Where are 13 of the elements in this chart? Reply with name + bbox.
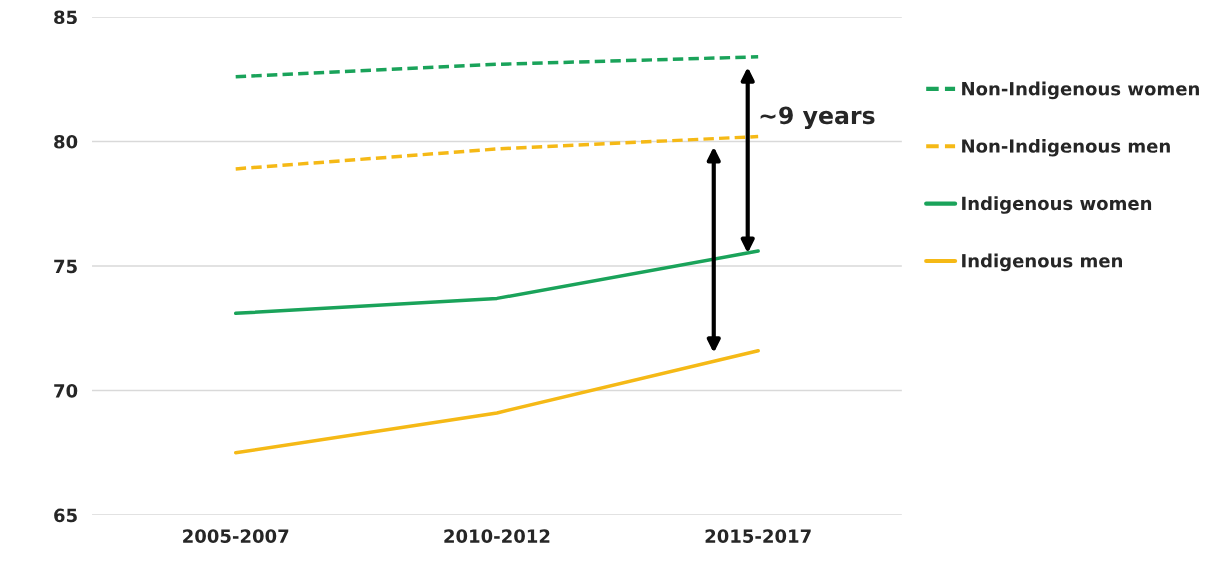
- legend-label: Indigenous men: [962, 253, 1122, 272]
- y-tick-label: 80: [54, 134, 78, 149]
- y-tick-label: 65: [54, 508, 77, 523]
- y-tick-label: 85: [54, 10, 77, 25]
- x-tick-label: 2005-2007: [183, 529, 289, 543]
- x-tick-label: 2010-2012: [444, 529, 550, 543]
- x-tick-label: 2015-2017: [705, 529, 811, 543]
- legend-label: Non-Indigenous women: [962, 81, 1199, 100]
- annotation: ~9 years: [760, 106, 875, 130]
- y-tick-label: 70: [54, 384, 78, 398]
- legend-label: Indigenous women: [962, 196, 1152, 214]
- y-tick-label: 75: [54, 259, 77, 274]
- legend-label: Non-Indigenous men: [962, 138, 1170, 157]
